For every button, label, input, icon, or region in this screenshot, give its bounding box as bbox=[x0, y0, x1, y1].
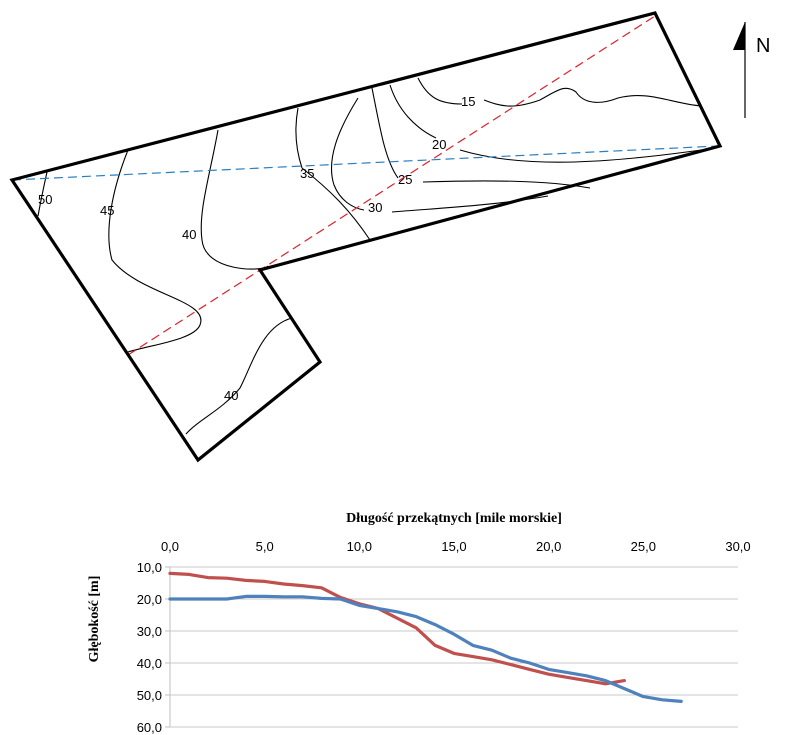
x-tick-label: 10,0 bbox=[347, 539, 372, 554]
series-line-1 bbox=[168, 571, 626, 686]
diagonal-blue-line bbox=[11, 145, 719, 181]
contour-label-20: 20 bbox=[432, 137, 446, 152]
north-label: N bbox=[756, 35, 770, 57]
bathymetric-map: N 15 20 25 30 35 40 45 50 40 bbox=[9, 11, 770, 463]
y-axis-label: Głębokość [m] bbox=[87, 576, 102, 663]
contour-label-45: 45 bbox=[100, 203, 114, 218]
y-tick-label: 50,0 bbox=[137, 688, 162, 703]
x-tick-label: 30,0 bbox=[725, 539, 750, 554]
y-tick-label: 40,0 bbox=[137, 656, 162, 671]
x-tick-labels: 0,0 5,0 10,0 15,0 20,0 25,0 30,0 bbox=[161, 539, 751, 554]
contour-15 bbox=[417, 77, 703, 107]
contour-40b bbox=[185, 317, 293, 435]
contour-label-15: 15 bbox=[461, 94, 475, 109]
x-tick-label: 20,0 bbox=[536, 539, 561, 554]
contour-label-50: 50 bbox=[38, 192, 52, 207]
y-tick-label: 60,0 bbox=[137, 720, 162, 735]
contour-40a bbox=[200, 129, 269, 270]
x-tick-label: 15,0 bbox=[441, 539, 466, 554]
chart-grid bbox=[165, 566, 738, 728]
contour-50 bbox=[37, 171, 48, 217]
depth-profile-chart: Długość przekątnych [mile morskie] 0,0 5,… bbox=[87, 511, 751, 735]
x-tick-label: 25,0 bbox=[631, 539, 656, 554]
contour-20 bbox=[389, 84, 716, 163]
x-tick-label: 0,0 bbox=[161, 539, 179, 554]
contour-45 bbox=[108, 149, 202, 353]
contour-35 bbox=[295, 107, 371, 241]
contour-label-35: 35 bbox=[300, 166, 314, 181]
contour-label-40b: 40 bbox=[224, 388, 238, 403]
chart-series bbox=[168, 571, 683, 703]
contour-label-40a: 40 bbox=[182, 227, 196, 242]
y-tick-label: 20,0 bbox=[137, 592, 162, 607]
contour-label-group: 15 20 25 30 35 40 45 50 40 bbox=[38, 94, 475, 403]
x-tick-label: 5,0 bbox=[256, 539, 274, 554]
north-arrow-icon bbox=[733, 22, 746, 118]
chart-title: Długość przekątnych [mile morskie] bbox=[346, 511, 562, 526]
y-tick-labels: 10,0 20,0 30,0 40,0 50,0 60,0 bbox=[137, 560, 162, 735]
y-tick-label: 30,0 bbox=[137, 624, 162, 639]
diagonal-red-line bbox=[127, 15, 656, 356]
y-tick-label: 10,0 bbox=[137, 560, 162, 575]
contour-lines bbox=[37, 77, 716, 435]
contour-label-30: 30 bbox=[368, 200, 382, 215]
series-line-2 bbox=[168, 594, 683, 703]
contour-label-25: 25 bbox=[398, 172, 412, 187]
area-outline bbox=[9, 11, 723, 463]
